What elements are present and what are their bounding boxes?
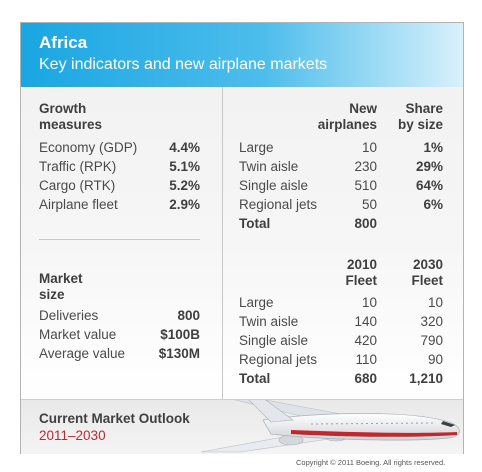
fleet-2030-header: 2030	[412, 257, 443, 272]
growth-label: Traffic (RPK)	[39, 159, 117, 174]
growth-value: 5.1%	[169, 159, 200, 174]
growth-value: 4.4%	[169, 140, 200, 155]
market-value: $130M	[158, 346, 200, 361]
airplane-illustration	[200, 400, 460, 453]
market-label: Market value	[39, 327, 117, 342]
indicators-panel: Growth measures Economy (GDP) 4.4% Traff…	[21, 87, 463, 399]
total-label: Total	[239, 216, 271, 231]
fleet-size-label: Single aisle	[239, 333, 309, 348]
section-divider	[39, 239, 200, 240]
market-label: Average value	[39, 346, 126, 361]
new-airplanes-value: 510	[354, 178, 377, 193]
header-subtitle: Key indicators and new airplane markets	[39, 56, 328, 73]
new-airplanes-value: 230	[354, 159, 377, 174]
fleet-2010-value: 140	[354, 314, 377, 329]
fleet-2030-value: 320	[420, 314, 443, 329]
fleet-size-label: Large	[239, 295, 274, 310]
fleet-2010-value: 110	[355, 352, 377, 367]
fleet-total-2010: 680	[354, 371, 377, 386]
new-airplanes-header-2: airplanes	[317, 117, 377, 132]
growth-heading: Growth	[39, 101, 87, 116]
market-value: 800	[177, 308, 200, 323]
growth-heading-2: measures	[39, 117, 103, 132]
new-airplanes-value: 50	[361, 197, 377, 212]
size-label: Large	[239, 140, 274, 155]
fleet-size-label: Regional jets	[239, 352, 318, 367]
growth-label: Airplane fleet	[39, 197, 118, 212]
growth-label: Economy (GDP)	[39, 140, 138, 155]
share-value: 29%	[415, 159, 443, 174]
fleet-2030-header-2: Fleet	[411, 273, 443, 288]
size-label: Twin aisle	[239, 159, 299, 174]
fleet-2030-value: 790	[420, 333, 443, 348]
share-value: 1%	[423, 140, 443, 155]
fleet-2010-value: 420	[354, 333, 377, 348]
outlook-years: 2011–2030	[39, 428, 106, 443]
fleet-total-2030: 1,210	[409, 371, 443, 386]
outlook-title: Current Market Outlook	[39, 411, 190, 426]
outlook-card: Africa Key indicators and new airplane m…	[20, 22, 464, 454]
total-new-airplanes: 800	[354, 216, 377, 231]
footer-banner: Current Market Outlook 2011–2030	[21, 399, 463, 454]
fleet-2030-value: 90	[427, 352, 443, 367]
share-value: 64%	[415, 178, 443, 193]
market-heading: Market	[39, 271, 83, 286]
share-header-2: by size	[397, 117, 443, 132]
market-label: Deliveries	[39, 308, 99, 323]
fleet-2010-header-2: Fleet	[345, 273, 377, 288]
market-value: $100B	[160, 327, 200, 342]
new-airplanes-header: New	[349, 101, 377, 116]
growth-label: Cargo (RTK)	[39, 178, 116, 193]
new-airplanes-value: 10	[361, 140, 377, 155]
copyright-notice: Copyright © 2011 Boeing. All rights rese…	[296, 458, 446, 467]
fleet-total-label: Total	[239, 371, 271, 386]
fleet-2030-value: 10	[427, 295, 443, 310]
size-label: Regional jets	[239, 197, 318, 212]
fleet-2010-header: 2010	[346, 257, 377, 272]
growth-value: 2.9%	[169, 197, 200, 212]
share-header: Share	[405, 101, 443, 116]
fleet-size-label: Twin aisle	[239, 314, 299, 329]
size-label: Single aisle	[239, 178, 309, 193]
fleet-2010-value: 10	[361, 295, 377, 310]
growth-value: 5.2%	[169, 178, 200, 193]
share-value: 6%	[423, 197, 443, 212]
region-title: Africa	[39, 33, 88, 52]
header-banner: Africa Key indicators and new airplane m…	[21, 23, 463, 87]
column-divider	[222, 87, 223, 399]
market-heading-2: size	[39, 287, 65, 302]
